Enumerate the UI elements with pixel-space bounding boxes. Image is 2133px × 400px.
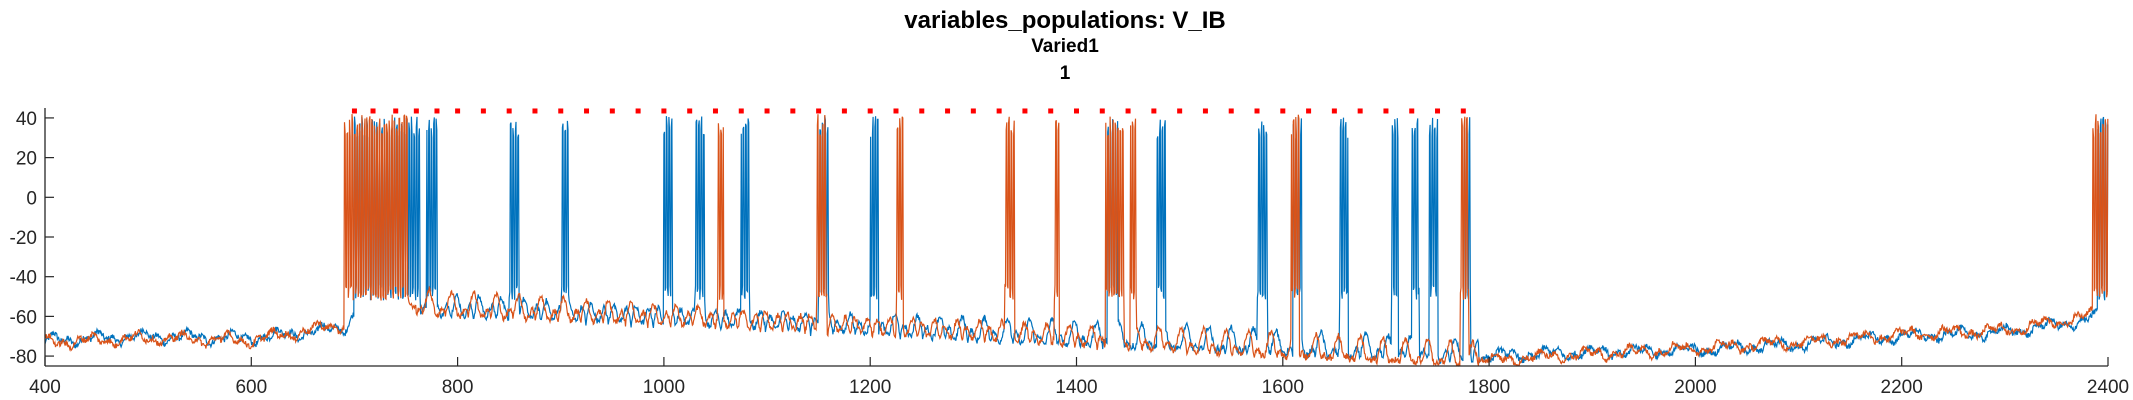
chart-title: variables_populations: V_IB (904, 7, 1225, 34)
spike-marker (1254, 108, 1260, 114)
x-tick-label: 1600 (1262, 377, 1304, 398)
spike-marker (532, 108, 538, 114)
spike-marker (1357, 108, 1363, 114)
x-tick-label: 1000 (643, 377, 685, 398)
spike-marker (816, 108, 822, 114)
spike-marker (635, 108, 641, 114)
y-tick-label: 40 (16, 109, 37, 130)
spike-marker (1151, 108, 1157, 114)
spike-marker (609, 108, 615, 114)
spike-marker (919, 108, 925, 114)
x-tick-label: 600 (235, 377, 267, 398)
x-tick-label: 1200 (849, 377, 891, 398)
series-2-line (44, 114, 2109, 367)
spike-marker (393, 108, 399, 114)
chart-subtitle-line-1: Varied1 (1031, 36, 1099, 57)
spike-marker (1074, 108, 1079, 114)
x-tick-label: 1400 (1055, 377, 1097, 398)
spike-marker (1460, 108, 1466, 114)
x-tick-label: 2400 (2087, 377, 2129, 398)
spike-marker (970, 108, 976, 114)
spike-marker (1383, 108, 1389, 114)
spike-marker (1331, 108, 1337, 114)
spike-marker (893, 108, 899, 114)
x-tick-label: 800 (442, 377, 474, 398)
y-tick-label: 20 (16, 149, 37, 170)
spike-marker (351, 108, 357, 114)
x-tick-label: 2200 (1881, 377, 1923, 398)
spike-marker (506, 108, 512, 114)
x-tick-label: 1800 (1468, 377, 1510, 398)
y-tick-label: -60 (10, 307, 37, 328)
y-tick-label: 0 (26, 188, 37, 209)
spike-marker (687, 108, 693, 114)
y-tick-label: -40 (10, 268, 37, 289)
spike-marker (712, 108, 718, 114)
spike-marker (1280, 108, 1286, 114)
spike-marker (996, 108, 1002, 114)
spike-marker (370, 108, 376, 114)
spike-marker (413, 108, 419, 114)
spike-marker (867, 108, 873, 114)
x-tick-label: 2000 (1674, 377, 1716, 398)
chart-subtitle-line-2: 1 (1060, 63, 1071, 84)
spike-marker (434, 108, 440, 114)
spike-marker (945, 108, 951, 114)
spike-marker (455, 108, 461, 114)
spike-marker (1306, 108, 1312, 114)
spike-marker (1099, 108, 1105, 114)
spike-marker (1409, 108, 1415, 114)
spike-marker (558, 108, 564, 114)
spike-marker (1202, 108, 1208, 114)
spike-marker (841, 108, 847, 114)
spike-marker (1125, 108, 1131, 114)
spike-marker (1177, 108, 1183, 114)
y-tick-label: -20 (10, 228, 37, 249)
y-tick-label: -80 (10, 347, 37, 368)
x-tick-label: 400 (29, 377, 61, 398)
axes: 400 600 800 1000 1200 1400 1600 1800 2000 2200 240… (10, 108, 2129, 398)
spike-marker (1435, 108, 1441, 114)
spike-marker (1022, 108, 1028, 114)
spike-marker (661, 108, 667, 114)
spike-marker (738, 108, 744, 114)
spike-marker (1228, 108, 1234, 114)
spike-marker (584, 108, 590, 114)
spike-marker (1048, 108, 1054, 114)
spike-marker (480, 108, 486, 114)
spike-marker (764, 108, 770, 114)
plot-area (44, 108, 2109, 367)
spike-marker (790, 108, 796, 114)
